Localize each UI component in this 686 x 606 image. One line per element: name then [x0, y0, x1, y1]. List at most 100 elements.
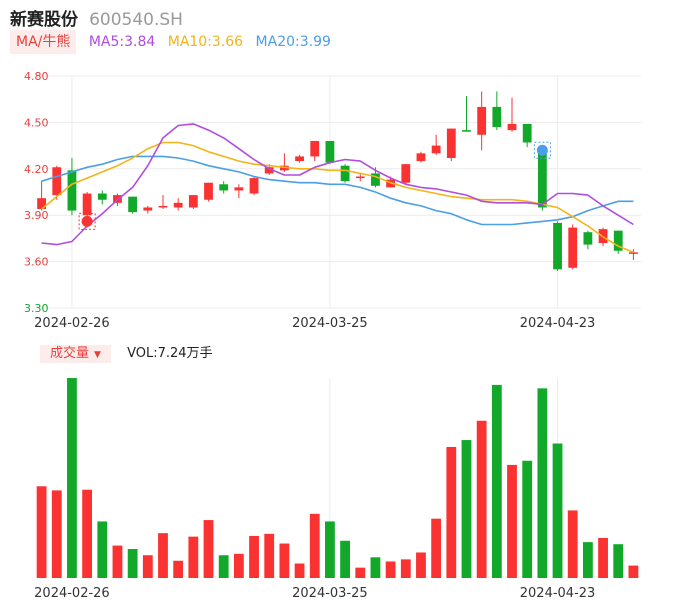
volume-legend: 成交量 ▼ VOL:7.24万手	[40, 342, 213, 363]
candle-body	[462, 130, 471, 132]
volume-bar	[537, 388, 548, 578]
stock-name: 新赛股份	[10, 10, 78, 30]
volume-x-tick-label: 2024-02-26	[34, 586, 110, 601]
volume-bar	[97, 521, 108, 578]
candle-body	[629, 252, 638, 254]
volume-bar	[142, 555, 153, 578]
price-tick-label: 4.50	[24, 116, 49, 129]
candle-body	[446, 128, 456, 158]
candle-body	[128, 196, 138, 213]
volume-bar	[264, 533, 275, 578]
volume-bar	[552, 443, 563, 578]
volume-indicator-selector[interactable]: 成交量 ▼	[40, 345, 111, 363]
volume-value-label: VOL:7.24万手	[127, 346, 213, 361]
candle-body	[325, 140, 335, 163]
price-x-tick-label: 2024-03-25	[292, 316, 368, 331]
candle-body	[492, 106, 502, 128]
volume-bar	[233, 553, 244, 578]
ma20-label: MA20:3.99	[255, 34, 331, 50]
ma20-line	[41, 155, 634, 226]
volume-bar	[340, 540, 350, 578]
candle-body	[522, 123, 532, 143]
price-tick-label: 3.60	[24, 256, 49, 269]
volume-bar	[507, 464, 517, 578]
volume-bar	[446, 446, 457, 578]
ma5-label: MA5:3.84	[88, 34, 156, 50]
volume-bar	[36, 486, 47, 578]
candle-body	[97, 193, 107, 200]
volume-bar	[173, 560, 184, 578]
volume-bar	[112, 545, 123, 578]
candle-body	[295, 156, 304, 162]
candle-body	[431, 145, 441, 154]
candle-body	[82, 193, 92, 216]
volume-bar	[188, 536, 199, 578]
price-tick-label: 4.80	[24, 70, 49, 83]
volume-x-tick-label: 2024-03-25	[292, 586, 368, 601]
volume-bar	[431, 518, 442, 578]
candle-body	[188, 195, 198, 208]
volume-bar	[249, 535, 259, 578]
volume-bar	[598, 538, 608, 578]
price-tick-label: 3.30	[24, 302, 49, 315]
candle-body	[249, 178, 259, 194]
candle-body	[67, 170, 77, 211]
price-tick-label: 4.20	[24, 163, 49, 176]
candle-body	[416, 153, 426, 162]
volume-bar	[416, 552, 426, 578]
volume-bar	[158, 533, 168, 578]
candle-body	[371, 173, 380, 186]
candle-body	[340, 165, 350, 182]
candle-body	[37, 198, 46, 210]
sell-signal-icon-frame	[533, 141, 551, 159]
caret-down-icon: ▼	[94, 350, 101, 360]
candle-body	[553, 222, 562, 270]
stock-header: 新赛股份 600540.SH	[10, 5, 183, 30]
candle-body	[264, 167, 274, 174]
candle-body	[204, 182, 213, 200]
volume-bar	[476, 420, 487, 578]
price-tick-label: 3.90	[24, 209, 49, 222]
volume-bar	[294, 563, 305, 578]
sell-signal-icon	[536, 144, 548, 156]
candle-body	[568, 227, 578, 268]
volume-bar	[325, 521, 335, 578]
volume-bar	[279, 543, 290, 578]
volume-bar	[67, 378, 77, 578]
candle-body	[477, 106, 487, 135]
volume-selector-label: 成交量	[50, 346, 90, 361]
candle-body	[219, 184, 229, 191]
candle-body	[310, 140, 320, 157]
price-x-tick-label: 2024-04-23	[520, 316, 596, 331]
candle-body	[234, 187, 244, 191]
volume-bar	[491, 384, 502, 578]
buy-signal-icon	[81, 215, 93, 227]
volume-bar	[385, 561, 396, 578]
volume-bar	[582, 542, 593, 578]
volume-bar	[355, 567, 366, 578]
candle-body	[173, 202, 183, 208]
candle-body	[158, 205, 168, 208]
volume-bar	[461, 440, 472, 578]
candle-body	[143, 207, 153, 211]
volume-bar	[522, 460, 533, 578]
volume-bar	[51, 490, 62, 578]
candle-body	[401, 164, 411, 183]
candle-body	[583, 232, 593, 245]
candle-body	[507, 123, 517, 131]
volume-bar	[203, 520, 214, 578]
price-x-tick-label: 2024-02-26	[34, 316, 110, 331]
volume-bar	[82, 489, 93, 578]
volume-bar	[218, 555, 229, 578]
ma-indicator-selector[interactable]: MA/牛熊	[10, 30, 77, 54]
candle-body	[537, 153, 547, 208]
volume-bar	[370, 557, 381, 578]
volume-x-tick-label: 2024-04-23	[520, 586, 596, 601]
candle-body	[355, 176, 365, 179]
ma-legend: MA/牛熊 MA5:3.84 MA10:3.66 MA20:3.99	[10, 30, 331, 54]
volume-bar	[309, 513, 320, 578]
buy-signal-icon-frame	[78, 212, 96, 230]
volume-bar	[628, 565, 639, 578]
ma10-label: MA10:3.66	[167, 34, 244, 50]
